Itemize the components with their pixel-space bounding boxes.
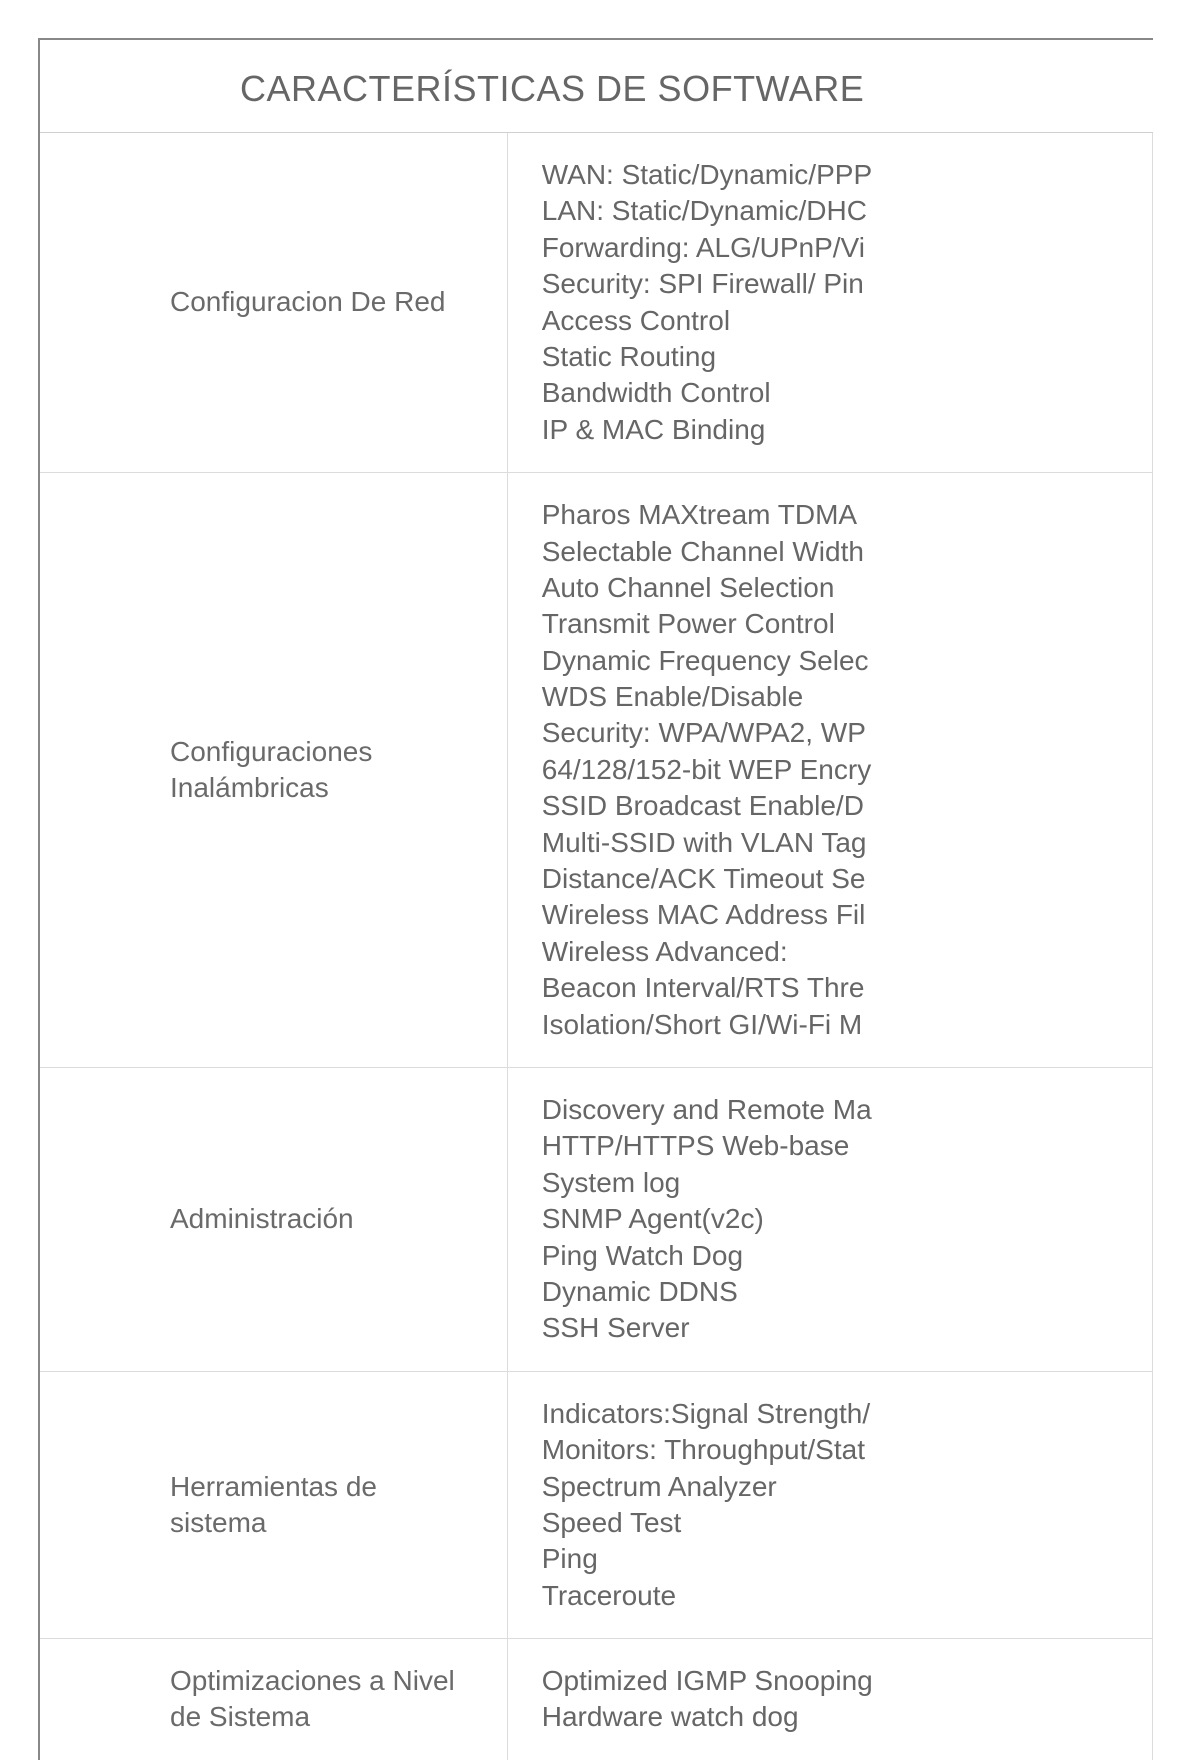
table-row: Administración Discovery and Remote Ma H… — [40, 1067, 1153, 1371]
table-row: Configuracion De Red WAN: Static/Dynamic… — [40, 133, 1153, 473]
row-label: Optimizaciones a Nivel de Sistema — [40, 1639, 507, 1760]
table-row: Optimizaciones a Nivel de Sistema Optimi… — [40, 1639, 1153, 1760]
row-value: Pharos MAXtream TDMA Selectable Channel … — [507, 473, 1152, 1068]
spec-table: Configuracion De Red WAN: Static/Dynamic… — [40, 133, 1153, 1760]
row-label: Herramientas de sistema — [40, 1371, 507, 1638]
spec-table-container: CARACTERÍSTICAS DE SOFTWARE Configuracio… — [38, 38, 1153, 1760]
row-label: Administración — [40, 1067, 507, 1371]
row-value: Optimized IGMP Snooping Hardware watch d… — [507, 1639, 1152, 1760]
row-value: Indicators:Signal Strength/ Monitors: Th… — [507, 1371, 1152, 1638]
row-label: Configuraciones Inalámbricas — [40, 473, 507, 1068]
table-row: Herramientas de sistema Indicators:Signa… — [40, 1371, 1153, 1638]
row-value: Discovery and Remote Ma HTTP/HTTPS Web-b… — [507, 1067, 1152, 1371]
row-value: WAN: Static/Dynamic/PPP LAN: Static/Dyna… — [507, 133, 1152, 473]
table-title: CARACTERÍSTICAS DE SOFTWARE — [40, 40, 1153, 133]
table-row: Configuraciones Inalámbricas Pharos MAXt… — [40, 473, 1153, 1068]
row-label: Configuracion De Red — [40, 133, 507, 473]
